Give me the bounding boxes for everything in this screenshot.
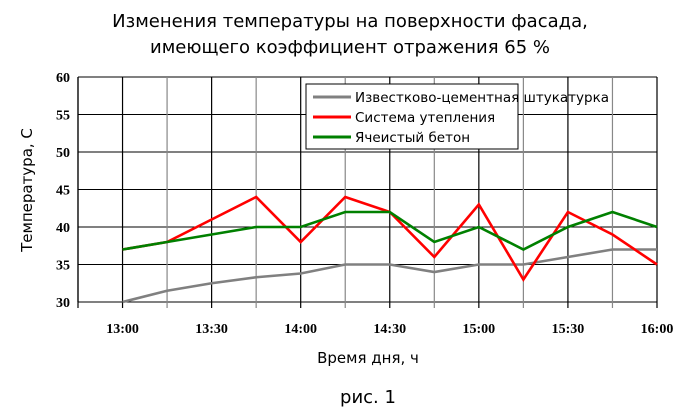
y-tick-label: 40 [56, 221, 70, 236]
x-tick-label: 13:30 [195, 322, 228, 337]
x-axis-label: Время дня, ч [317, 349, 419, 367]
x-tick-label: 16:00 [641, 322, 674, 337]
legend-label-2: Ячеистый бетон [355, 130, 470, 146]
y-tick-label: 55 [56, 109, 70, 124]
legend-label-1: Система утепления [355, 110, 495, 126]
y-tick-label: 30 [56, 296, 70, 311]
x-tick-label: 15:30 [552, 322, 585, 337]
x-tick-label: 14:00 [284, 322, 317, 337]
x-tick-label: 14:30 [373, 322, 406, 337]
series-lines [122, 195, 658, 304]
y-tick-label: 60 [56, 71, 70, 86]
y-tick-label: 45 [56, 184, 70, 199]
chart-title-line-2: имеющего коэффициент отражения 65 % [150, 37, 550, 58]
x-tick-label: 13:00 [106, 322, 139, 337]
figure-caption: рис. 1 [340, 387, 396, 408]
legend: Известково-цементная штукатурка Система … [305, 83, 609, 150]
x-tick-labels: 13:00 13:30 14:00 14:30 15:00 15:30 16:00 [106, 322, 673, 337]
legend-label-0: Известково-цементная штукатурка [355, 90, 609, 106]
y-tick-label: 50 [56, 146, 70, 161]
y-axis-label: Температура, С [18, 128, 36, 253]
y-tick-labels: 30 35 40 45 50 55 60 [56, 71, 70, 311]
x-tick-label: 15:00 [463, 322, 496, 337]
y-tick-label: 35 [56, 259, 70, 274]
chart-title-line-1: Изменения температуры на поверхности фас… [112, 11, 588, 32]
